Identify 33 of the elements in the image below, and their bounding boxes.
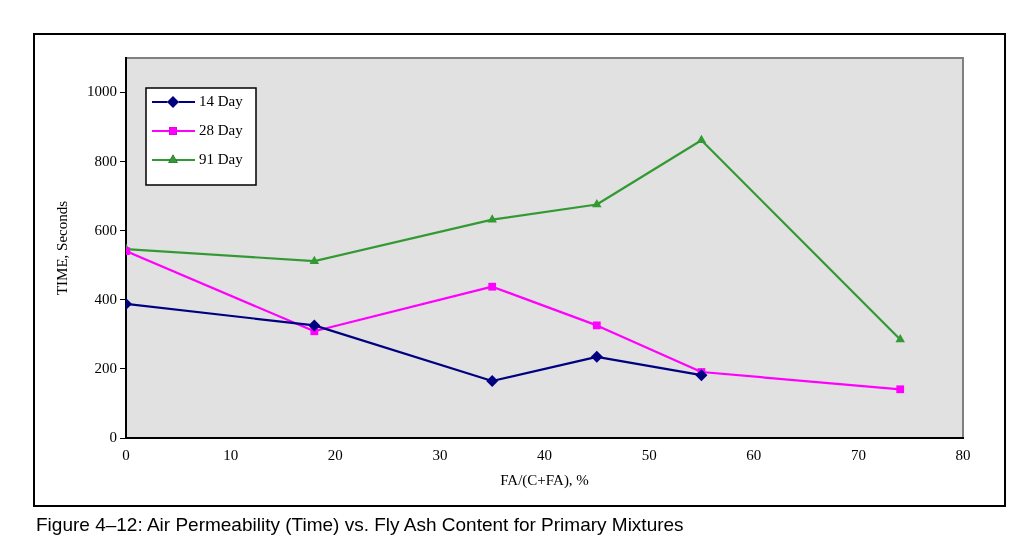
x-tick-label: 30	[432, 446, 448, 463]
point	[696, 134, 707, 143]
x-tick-label: 50	[641, 446, 657, 463]
y-tick-label: 800	[94, 152, 117, 169]
point	[488, 282, 497, 291]
y-tick-label: 200	[94, 359, 117, 376]
x-tick-label: 10	[223, 446, 239, 463]
x-tick-label: 80	[955, 446, 971, 463]
point	[592, 198, 602, 208]
caption: Figure 4–12: Air Permeability (Time) vs. Fly Ash Content for Primary Mixtures	[36, 514, 684, 536]
point	[895, 334, 905, 343]
point	[896, 385, 905, 394]
x-tick-label: 0	[122, 446, 130, 463]
y-tick-label: 400	[94, 290, 117, 307]
x-tick-label: 20	[327, 446, 343, 463]
x-axis-title: FA/(C+FA), %	[500, 471, 589, 489]
point	[695, 369, 708, 382]
point	[590, 350, 603, 363]
legend-label: 14 Day	[199, 92, 244, 109]
legend-label: 91 Day	[199, 150, 244, 167]
y-tick-label: 1000	[87, 83, 117, 100]
y-tick-label: 600	[94, 221, 117, 238]
y-tick-label: 0	[109, 428, 117, 445]
point	[592, 321, 601, 330]
x-tick-label: 40	[537, 446, 552, 463]
x-tick-label: 70	[850, 446, 866, 463]
legend-label: 28 Day	[199, 121, 244, 138]
point	[486, 375, 499, 387]
x-tick-label: 60	[746, 446, 762, 463]
point	[308, 319, 321, 332]
y-axis-title: TIME, Seconds	[53, 200, 70, 296]
point	[487, 214, 497, 223]
point	[309, 255, 320, 264]
